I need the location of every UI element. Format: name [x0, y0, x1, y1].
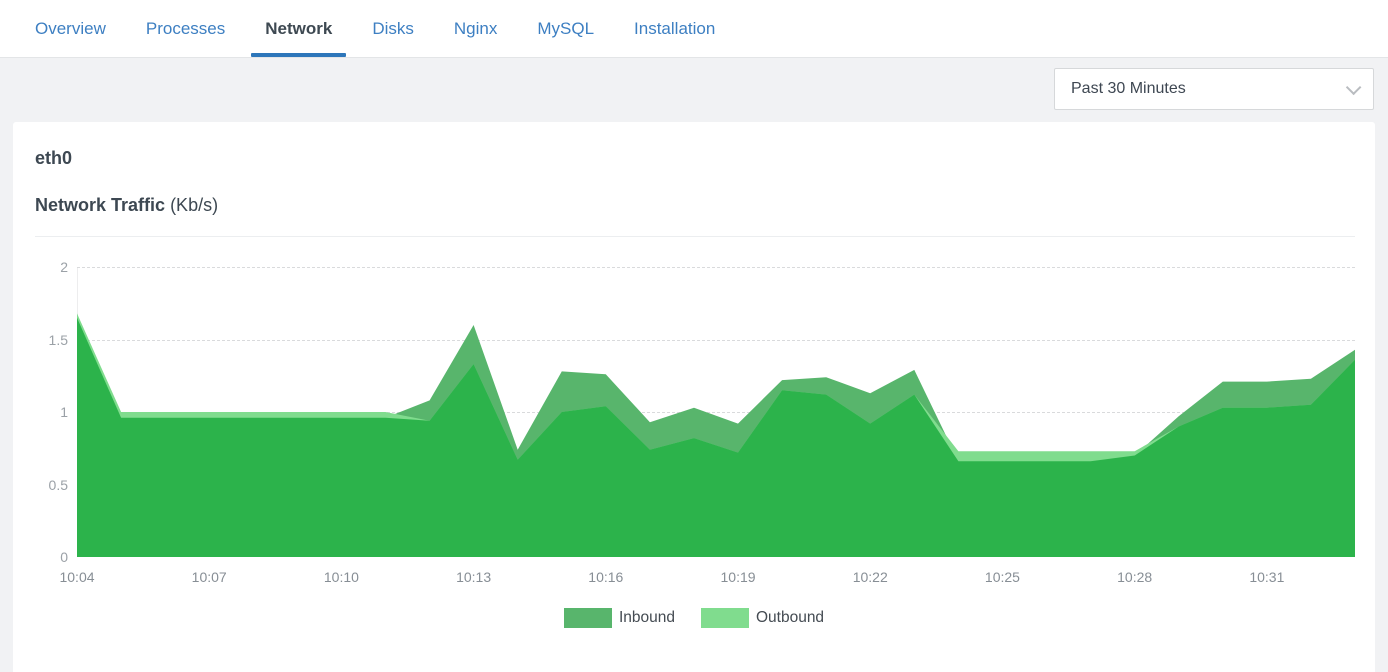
- chart-title-unit: (Kb/s): [170, 195, 219, 215]
- chart-title-text: Network Traffic: [35, 195, 166, 215]
- x-tick-label: 10:10: [323, 569, 359, 585]
- chart-legend: Inbound Outbound: [13, 608, 1375, 628]
- y-tick-label: 2: [60, 259, 68, 275]
- y-tick-label: 1.5: [48, 331, 68, 348]
- y-tick-label: 1: [60, 404, 68, 420]
- divider: [35, 236, 1355, 237]
- x-tick-label: 10:31: [1249, 569, 1285, 585]
- x-tick-label: 10:04: [59, 569, 95, 585]
- tab-installation[interactable]: Installation: [634, 18, 716, 38]
- x-tick-label: 10:28: [1117, 569, 1153, 585]
- overlap-area: [77, 317, 1355, 557]
- tab-mysql[interactable]: MySQL: [537, 18, 595, 38]
- network-card: eth0 Network Traffic (Kb/s) 0 0.5 1 1.5 2 10…: [13, 122, 1375, 672]
- time-range-dropdown[interactable]: Past 30 Minutes: [1054, 68, 1374, 110]
- tab-overview[interactable]: Overview: [35, 18, 106, 38]
- tab-disks[interactable]: Disks: [372, 18, 414, 38]
- x-tick-label: 10:07: [191, 569, 227, 585]
- tab-network[interactable]: Network: [251, 0, 347, 57]
- legend-label-inbound: Inbound: [618, 609, 675, 626]
- chevron-down-icon: [1345, 79, 1362, 95]
- legend-label-outbound: Outbound: [755, 609, 825, 626]
- tab-processes[interactable]: Processes: [145, 18, 226, 38]
- legend-item-inbound[interactable]: Inbound: [563, 608, 675, 628]
- x-tick-label: 10:25: [984, 569, 1020, 585]
- tab-nginx[interactable]: Nginx: [453, 18, 498, 38]
- legend-swatch-inbound: [563, 608, 612, 628]
- interface-name: eth0: [35, 148, 73, 168]
- traffic-area-chart: [77, 313, 1355, 557]
- legend-swatch-outbound: [700, 608, 749, 628]
- tab-bar: Overview Processes Network Disks Nginx M…: [0, 0, 1388, 58]
- time-range-value: Past 30 Minutes: [1071, 80, 1186, 97]
- plot-area[interactable]: [77, 267, 1355, 557]
- x-tick-label: 10:22: [852, 569, 888, 585]
- legend-item-outbound[interactable]: Outbound: [700, 608, 825, 628]
- gridline: [77, 339, 1355, 341]
- chart-title: Network Traffic (Kb/s): [35, 195, 218, 216]
- gridline: [77, 267, 1355, 268]
- gridline: [77, 412, 1355, 413]
- x-tick-label: 10:16: [588, 569, 624, 585]
- y-tick-label: 0.5: [48, 476, 68, 493]
- x-tick-label: 10:13: [456, 569, 492, 585]
- x-tick-label: 10:19: [720, 569, 756, 585]
- y-tick-label: 0: [60, 549, 68, 565]
